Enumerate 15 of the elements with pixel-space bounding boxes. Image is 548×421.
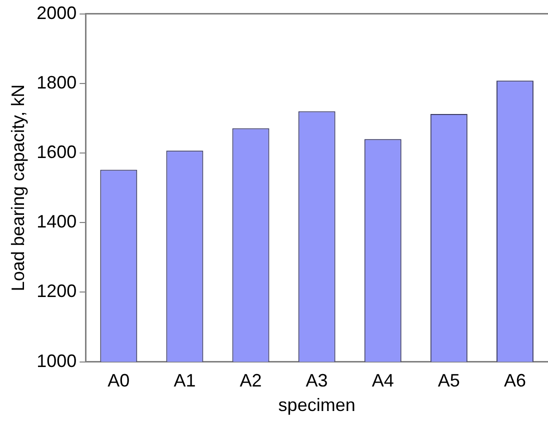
y-tick-label: 1600 <box>36 142 77 162</box>
y-tick-label: 1800 <box>36 72 77 92</box>
y-tick-label: 1000 <box>36 350 77 371</box>
x-tick-label: A3 <box>306 370 328 391</box>
y-tick-label: 1200 <box>36 281 77 302</box>
x-tick-label: A4 <box>372 370 394 391</box>
y-tick-label: 1400 <box>36 212 77 232</box>
y-tick-label: 2000 <box>36 2 77 23</box>
x-tick-label: A2 <box>240 370 262 391</box>
x-tick-label: A1 <box>174 370 196 391</box>
x-tick-label: A5 <box>438 370 460 391</box>
y-axis-title: Load bearing capacity, kN <box>8 84 28 292</box>
x-axis-title: specimen <box>278 395 356 416</box>
x-tick-label: A6 <box>504 370 526 391</box>
x-tick-label: A0 <box>108 370 130 391</box>
